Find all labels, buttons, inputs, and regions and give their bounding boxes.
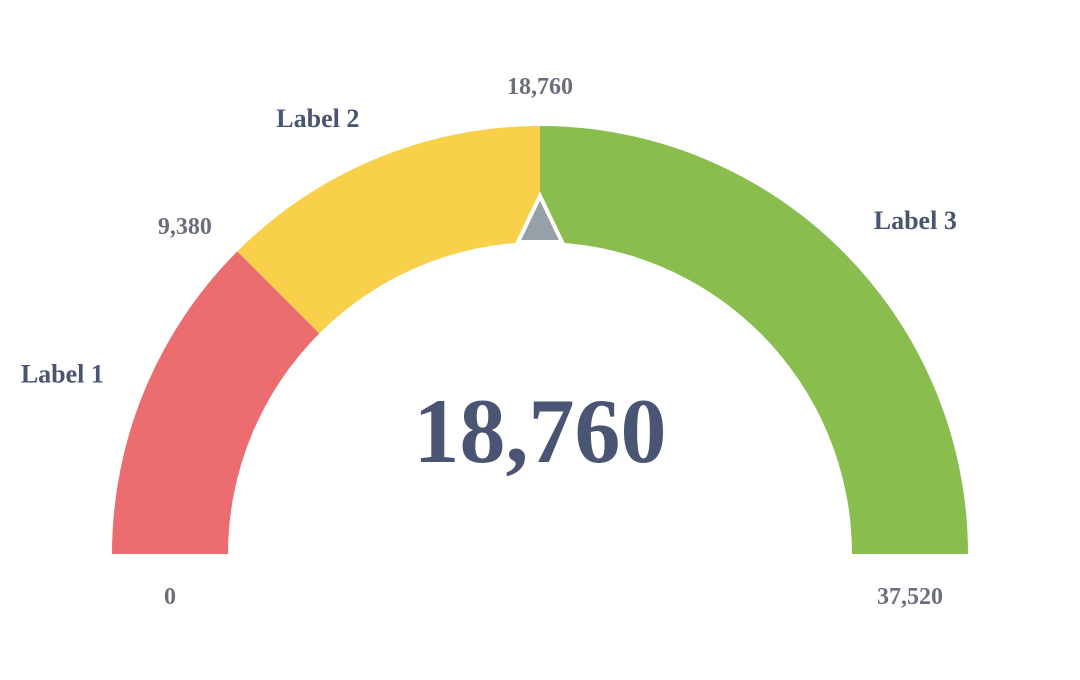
- gauge-tick-label: 0: [164, 584, 176, 610]
- gauge-pointer: [514, 191, 566, 244]
- gauge-tick-label: 9,380: [158, 214, 212, 240]
- gauge-band-labels: Label 1 Label 2 Label 3: [21, 104, 957, 388]
- gauge-pointer-triangle: [514, 191, 566, 244]
- gauge-tick-labels: 0 9,380 18,760 37,520: [158, 74, 943, 610]
- gauge-band-label-1: Label 1: [21, 359, 104, 388]
- gauge-tick-label: 37,520: [877, 584, 943, 610]
- gauge-value: 18,760: [414, 380, 667, 482]
- gauge-band-3: [540, 126, 968, 554]
- gauge-band-label-2: Label 2: [276, 104, 359, 133]
- gauge-bands: [112, 126, 968, 555]
- gauge-band-2: [237, 126, 541, 334]
- gauge-tick-label: 18,760: [507, 74, 573, 100]
- gauge-band-label-3: Label 3: [874, 206, 957, 235]
- gauge-band-1: [112, 251, 320, 555]
